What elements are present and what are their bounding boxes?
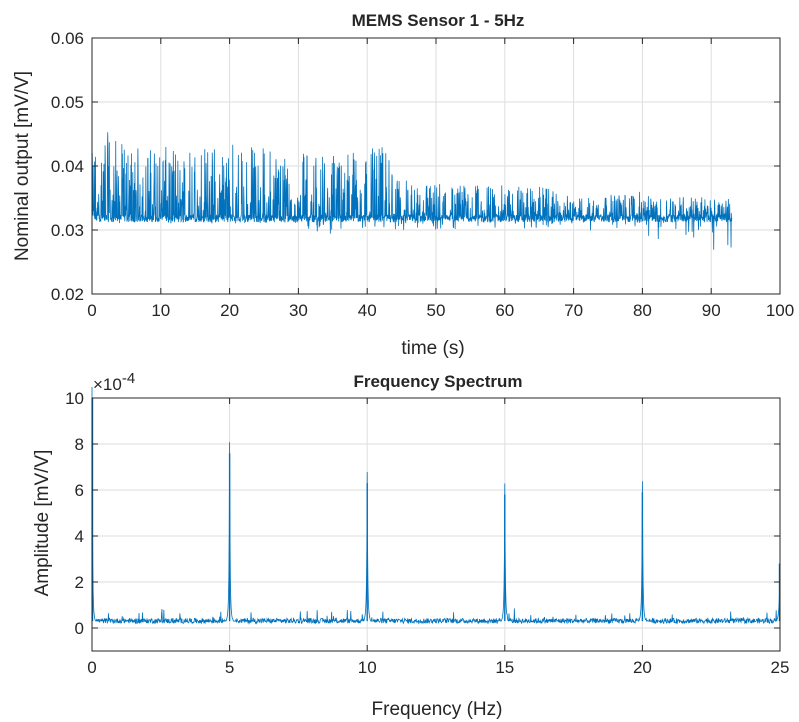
time-series-xlabel: time (s) [401, 338, 464, 359]
time-series-xtick-label-6: 60 [495, 301, 514, 320]
time-series-ytick-label-4: 0.06 [51, 29, 84, 48]
time-series-chart: MEMS Sensor 1 - 5Hz time (s) Nominal out… [12, 11, 794, 359]
spectrum-xtick-label-1: 5 [225, 658, 234, 677]
time-series-ytick-label-2: 0.04 [51, 157, 84, 176]
time-series-xtick-label-2: 20 [220, 301, 239, 320]
time-series-line [91, 132, 733, 250]
time-series-xtick-label-8: 80 [633, 301, 652, 320]
spectrum-axes-frame [91, 397, 781, 652]
time-series-xtick-label-0: 0 [87, 301, 96, 320]
time-series-ytick-label-0: 0.02 [51, 285, 84, 304]
spectrum-title: Frequency Spectrum [353, 372, 522, 391]
spectrum-xtick-label-2: 10 [358, 658, 377, 677]
time-series-xtick-label-5: 50 [427, 301, 446, 320]
spectrum-ytick-label-4: 8 [75, 435, 84, 454]
spectrum-xlabel: Frequency (Hz) [372, 699, 503, 720]
spectrum-ytick-label-1: 2 [75, 573, 84, 592]
spectrum-xtick-label-0: 0 [87, 658, 96, 677]
time-series-xtick-label-7: 70 [564, 301, 583, 320]
spectrum-ytick-label-5: 10 [65, 389, 84, 408]
time-series-ytick-label-1: 0.03 [51, 221, 84, 240]
spectrum-ytick-label-0: 0 [75, 619, 84, 638]
spectrum-ytick-label-2: 4 [75, 527, 84, 546]
time-series-title: MEMS Sensor 1 - 5Hz [352, 11, 525, 30]
spectrum-xtick-label-4: 20 [633, 658, 652, 677]
spectrum-plot-area [92, 398, 780, 651]
time-series-xtick-label-10: 100 [766, 301, 794, 320]
spectrum-xtick-label-3: 15 [495, 658, 514, 677]
time-series-ylabel: Nominal output [mV/V] [12, 71, 33, 261]
time-series-ytick-label-3: 0.05 [51, 93, 84, 112]
time-series-xtick-label-1: 10 [151, 301, 170, 320]
spectrum-xtick-label-5: 25 [771, 658, 790, 677]
spectrum-line [91, 386, 781, 625]
spectrum-ytick-label-3: 6 [75, 481, 84, 500]
frequency-spectrum-chart: Frequency Spectrum Frequency (Hz) Amplit… [32, 370, 789, 720]
time-series-xtick-label-3: 30 [289, 301, 308, 320]
time-series-xtick-label-9: 90 [702, 301, 721, 320]
spectrum-ylabel: Amplitude [mV/V] [32, 450, 53, 597]
time-series-xtick-label-4: 40 [358, 301, 377, 320]
spectrum-y-exponent: ×10-4 [93, 370, 135, 394]
